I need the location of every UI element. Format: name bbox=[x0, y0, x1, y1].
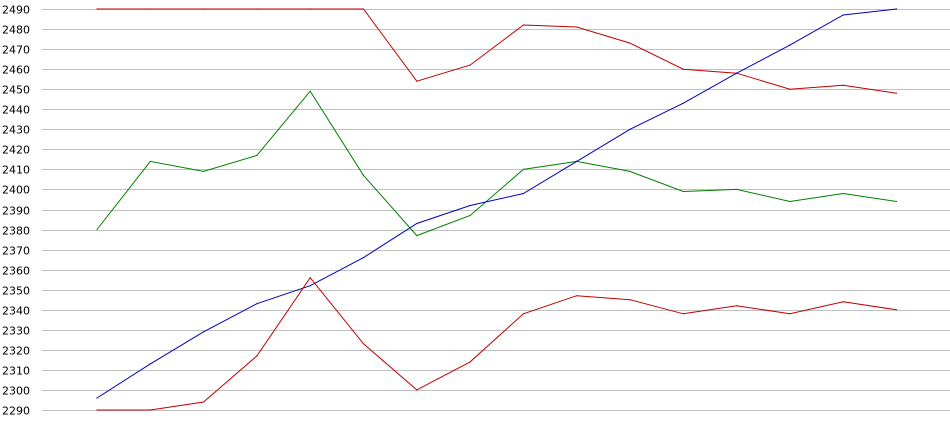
data-point bbox=[96, 409, 98, 411]
data-point bbox=[682, 313, 684, 315]
data-point bbox=[469, 214, 471, 217]
series-line bbox=[96, 90, 897, 237]
data-point bbox=[416, 389, 418, 391]
data-point bbox=[682, 102, 684, 104]
y-tick-label: 2410 bbox=[2, 164, 30, 177]
data-point bbox=[256, 154, 258, 156]
data-point bbox=[629, 170, 631, 172]
y-tick-label: 2290 bbox=[2, 405, 30, 418]
y-axis-ticks: 2290 2300 2310 2320 2330 2340 2350 2360 2370 2380… bbox=[2, 4, 30, 418]
data-point bbox=[629, 128, 631, 130]
data-point bbox=[309, 8, 311, 10]
y-tick-label: 2360 bbox=[2, 265, 30, 278]
data-point bbox=[149, 363, 151, 365]
data-point bbox=[522, 313, 525, 315]
y-tick-label: 2400 bbox=[2, 184, 30, 197]
data-point bbox=[576, 160, 578, 162]
data-point bbox=[736, 72, 738, 74]
data-point bbox=[629, 42, 631, 44]
y-tick-label: 2420 bbox=[2, 144, 30, 157]
data-point bbox=[789, 44, 791, 46]
data-point bbox=[469, 361, 471, 363]
data-point bbox=[203, 331, 205, 333]
y-tick-label: 2380 bbox=[2, 225, 30, 238]
y-tick-label: 2470 bbox=[2, 44, 30, 57]
y-tick-label: 2490 bbox=[2, 4, 30, 17]
data-point bbox=[149, 8, 151, 10]
y-tick-label: 2440 bbox=[2, 104, 30, 117]
data-point bbox=[362, 174, 365, 176]
series-3 bbox=[96, 8, 898, 399]
data-point bbox=[895, 92, 898, 94]
data-point bbox=[736, 305, 738, 307]
data-point bbox=[842, 192, 844, 195]
y-tick-label: 2350 bbox=[2, 285, 30, 298]
data-point bbox=[576, 26, 578, 28]
y-tick-label: 2390 bbox=[2, 205, 30, 218]
data-point bbox=[842, 301, 844, 303]
data-point bbox=[789, 200, 791, 203]
series-2 bbox=[96, 90, 898, 237]
data-point bbox=[309, 90, 311, 92]
y-tick-label: 2310 bbox=[2, 365, 30, 378]
data-point bbox=[522, 24, 525, 26]
data-point bbox=[522, 168, 525, 170]
data-point bbox=[789, 88, 791, 90]
data-point bbox=[416, 222, 418, 225]
y-tick-label: 2370 bbox=[2, 245, 30, 258]
data-point bbox=[362, 257, 365, 259]
series-line bbox=[97, 8, 897, 94]
data-point bbox=[842, 84, 844, 86]
data-point bbox=[309, 277, 311, 279]
y-tick-label: 2320 bbox=[2, 345, 30, 358]
data-point bbox=[96, 228, 98, 231]
series-line bbox=[97, 276, 897, 411]
data-point bbox=[203, 170, 205, 172]
data-point bbox=[895, 8, 898, 10]
y-tick-label: 2480 bbox=[2, 24, 30, 37]
series-4 bbox=[96, 276, 898, 411]
data-point bbox=[842, 14, 844, 16]
data-point bbox=[256, 355, 258, 357]
series-1 bbox=[96, 8, 898, 94]
y-tick-label: 2430 bbox=[2, 124, 30, 137]
y-tick-label: 2460 bbox=[2, 64, 30, 77]
data-point bbox=[416, 235, 418, 237]
data-point bbox=[629, 299, 631, 301]
series-lines bbox=[96, 8, 898, 411]
data-point bbox=[576, 295, 578, 297]
grid-lines bbox=[42, 9, 950, 411]
data-point bbox=[522, 192, 525, 195]
data-point bbox=[149, 160, 151, 162]
y-tick-label: 2340 bbox=[2, 305, 30, 318]
data-point bbox=[203, 8, 205, 10]
data-point bbox=[789, 313, 791, 315]
data-point bbox=[203, 401, 205, 403]
y-tick-label: 2450 bbox=[2, 84, 30, 97]
data-point bbox=[96, 8, 98, 10]
series-line bbox=[96, 8, 897, 399]
data-point bbox=[895, 200, 898, 203]
data-point bbox=[362, 343, 365, 345]
data-point bbox=[96, 397, 98, 399]
data-point bbox=[309, 285, 311, 287]
data-point bbox=[256, 8, 258, 10]
data-point bbox=[682, 190, 684, 193]
data-point bbox=[469, 64, 471, 66]
y-tick-label: 2300 bbox=[2, 385, 30, 398]
data-point bbox=[416, 80, 418, 82]
data-point bbox=[362, 8, 365, 10]
data-point bbox=[895, 309, 898, 311]
y-tick-label: 2330 bbox=[2, 325, 30, 338]
data-point bbox=[256, 303, 258, 305]
data-point bbox=[469, 204, 471, 207]
data-point bbox=[149, 409, 151, 411]
data-point bbox=[736, 188, 738, 190]
data-point bbox=[682, 68, 684, 70]
